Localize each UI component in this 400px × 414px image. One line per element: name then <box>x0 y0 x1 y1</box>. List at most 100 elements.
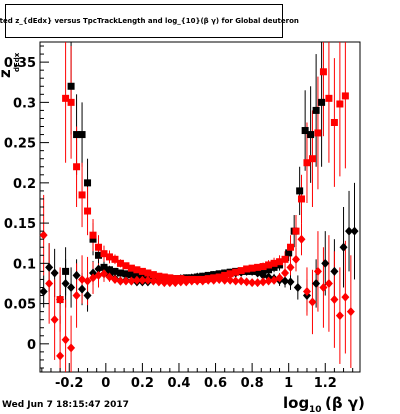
data-point-diamond <box>176 277 185 287</box>
data-point-square <box>287 243 295 251</box>
data-point-diamond <box>302 287 311 297</box>
data-point-square <box>248 264 256 272</box>
data-point-square <box>318 98 326 106</box>
y-tick-label: 0 <box>27 338 36 353</box>
axis-layer: -0.2 0 0.2 0.4 0.6 0.8 1 1.2 0 0.05 0.1 0.15 0.2 0.25… <box>4 45 354 391</box>
data-point-diamond <box>330 266 339 276</box>
data-point-diamond <box>160 278 169 288</box>
error-bars-layer <box>43 42 356 372</box>
data-point-diamond <box>335 311 344 321</box>
data-point-square <box>312 106 320 114</box>
data-point-diamond <box>50 268 59 278</box>
data-point-diamond <box>39 230 48 240</box>
y-tick-label: 0.25 <box>4 137 36 152</box>
data-point-diamond <box>67 282 76 292</box>
data-point-diamond <box>292 254 300 264</box>
data-point-square <box>285 249 293 257</box>
data-point-square <box>95 243 103 251</box>
data-point-square <box>221 271 229 279</box>
data-point-diamond <box>324 278 333 288</box>
data-point-square <box>95 251 103 259</box>
data-point-square <box>160 273 168 281</box>
data-point-diamond <box>143 275 152 285</box>
data-point-square <box>296 187 304 195</box>
data-point-square <box>265 261 273 269</box>
data-point-diamond <box>149 276 158 286</box>
data-point-square <box>265 266 273 274</box>
x-tick-label: 0.6 <box>204 376 227 391</box>
data-point-diamond <box>281 276 290 286</box>
data-point-diamond <box>345 226 354 236</box>
y-tick-label: 0.15 <box>4 217 36 232</box>
data-point-square <box>84 179 92 187</box>
data-point-square <box>330 118 338 126</box>
data-point-diamond <box>83 291 92 301</box>
data-point-diamond <box>67 343 76 353</box>
data-point-diamond <box>209 275 218 285</box>
y-tick-label: 0.1 <box>13 257 36 272</box>
data-point-diamond <box>132 275 141 285</box>
svg-text:log: log <box>283 394 309 412</box>
data-point-diamond <box>56 351 65 361</box>
data-point-square <box>149 271 157 279</box>
y-tick-label: 0.35 <box>4 56 36 71</box>
x-tick-label: 0.8 <box>241 376 264 391</box>
x-tick-label: -0.2 <box>55 376 83 391</box>
data-point-square <box>144 269 152 277</box>
data-point-diamond <box>231 276 240 286</box>
data-point-square <box>122 270 130 278</box>
data-point-diamond <box>45 278 54 288</box>
data-point-square <box>127 264 135 272</box>
chart-title-box: Fitted z_{dEdx} versus TpcTrackLength an… <box>0 4 299 38</box>
data-point-diamond <box>293 282 302 292</box>
data-point-diamond <box>138 275 147 285</box>
data-point-diamond <box>264 276 273 286</box>
data-point-diamond <box>220 275 229 285</box>
data-point-diamond <box>308 297 317 307</box>
data-point-diamond <box>330 295 339 305</box>
data-point-square <box>281 255 289 263</box>
data-point-square <box>116 259 124 267</box>
data-point-square <box>259 263 267 271</box>
data-point-square <box>62 94 70 102</box>
data-point-square <box>73 163 81 171</box>
data-point-diamond <box>61 335 70 345</box>
data-point-diamond <box>297 234 306 244</box>
y-tick-label: 0.3 <box>13 96 36 111</box>
data-point-diamond <box>339 242 348 252</box>
data-point-diamond <box>286 262 295 272</box>
data-point-diamond <box>72 270 81 280</box>
data-point-diamond <box>121 276 130 286</box>
y-axis-title: z dEdx <box>0 52 21 78</box>
x-tick-label: 0.4 <box>167 376 190 391</box>
svg-text:z: z <box>0 69 14 78</box>
data-point-square <box>116 269 124 277</box>
data-point-diamond <box>50 315 59 325</box>
timestamp-footer: Wed Jun 7 18:15:47 2017 <box>2 400 129 410</box>
data-point-diamond <box>312 278 321 288</box>
data-point-diamond <box>259 270 268 280</box>
data-point-square <box>292 227 300 235</box>
data-point-square <box>155 272 163 280</box>
data-point-diamond <box>39 287 48 297</box>
data-point-diamond <box>116 276 125 286</box>
data-point-square <box>276 258 284 266</box>
svg-text:dEdx: dEdx <box>13 52 21 72</box>
data-point-diamond <box>321 258 330 268</box>
x-tick-label: 1.2 <box>314 376 337 391</box>
data-point-diamond <box>286 277 295 287</box>
data-point-diamond <box>215 274 224 284</box>
data-point-square <box>336 100 344 108</box>
data-point-square <box>100 263 108 271</box>
data-point-square <box>67 82 75 90</box>
data-point-square <box>308 155 316 163</box>
data-point-diamond <box>94 264 103 274</box>
data-point-square <box>111 255 119 263</box>
data-point-square <box>133 271 141 279</box>
data-point-square <box>138 267 146 275</box>
data-point-square <box>307 131 315 139</box>
data-point-square <box>270 259 278 267</box>
data-point-square <box>297 195 305 203</box>
data-point-diamond <box>226 275 235 285</box>
